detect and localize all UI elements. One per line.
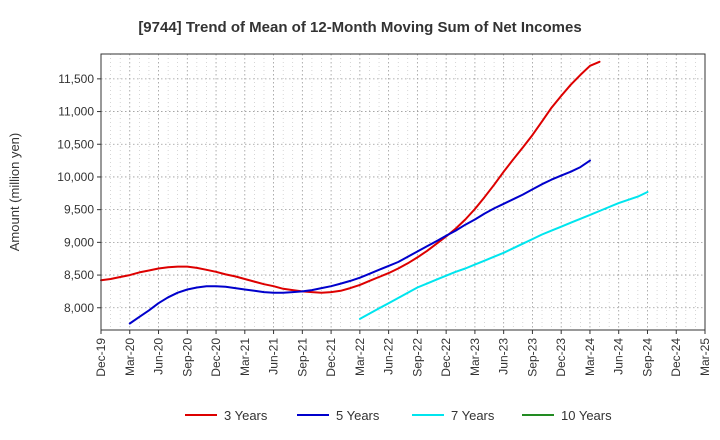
- x-tick-label: Mar-20: [123, 338, 137, 376]
- series-line-3-years: [100, 60, 601, 294]
- x-tick-label: Jun-20: [152, 338, 166, 375]
- series-line-5-years: [128, 159, 591, 325]
- x-tick-label: Jun-21: [267, 338, 281, 375]
- legend-label-5-years: 5 Years: [336, 408, 380, 423]
- x-tick-label: Dec-22: [439, 338, 453, 377]
- x-tick-label: Jun-23: [497, 338, 511, 375]
- legend-label-3-years: 3 Years: [224, 408, 268, 423]
- y-tick-label: 8,000: [64, 301, 94, 315]
- x-tick-label: Mar-25: [698, 338, 712, 376]
- x-tick-label: Sep-21: [295, 338, 309, 377]
- plot-border: [100, 53, 706, 331]
- x-tick-label: Dec-20: [209, 338, 223, 377]
- x-tick-label: Mar-23: [468, 338, 482, 376]
- x-tick-label: Mar-24: [583, 338, 597, 376]
- x-tick-label: Sep-20: [180, 338, 194, 377]
- x-tick-label: Sep-24: [640, 338, 654, 377]
- grid-lines: [100, 54, 706, 330]
- y-tick-label: 10,500: [57, 137, 94, 151]
- x-tick-label: Sep-23: [525, 338, 539, 377]
- x-tick-label: Sep-22: [410, 338, 424, 377]
- legend-label-10-years: 10 Years: [561, 408, 612, 423]
- x-tick-label: Dec-23: [554, 338, 568, 377]
- x-tick-label: Mar-22: [353, 338, 367, 376]
- series-line-7-years: [358, 191, 649, 320]
- series-lines: [100, 60, 649, 325]
- plot-area: [101, 54, 705, 330]
- x-tick-label: Mar-21: [238, 338, 252, 376]
- x-tick-label: Dec-21: [324, 338, 338, 377]
- y-axis-ticks: 8,000 8,500 9,000 9,500 10,000 10,500 11,000 11…: [57, 72, 101, 315]
- y-tick-label: 11,000: [58, 105, 94, 119]
- x-tick-label: Dec-19: [94, 338, 108, 377]
- y-tick-label: 9,000: [64, 235, 94, 249]
- legend: 3 Years 5 Years 7 Years 10 Years: [185, 408, 612, 423]
- x-tick-label: Dec-24: [669, 338, 683, 377]
- y-tick-label: 8,500: [64, 268, 94, 282]
- y-tick-label: 9,500: [64, 203, 94, 217]
- y-tick-label: 11,500: [58, 72, 94, 86]
- x-axis-ticks: Dec-19 Mar-20 Jun-20 Sep-20 Dec-20 Mar-21 Jun-…: [94, 330, 712, 377]
- legend-label-7-years: 7 Years: [451, 408, 495, 423]
- x-tick-label: Jun-24: [612, 338, 626, 375]
- x-tick-label: Jun-22: [382, 338, 396, 375]
- y-tick-label: 10,000: [57, 170, 94, 184]
- chart-title: [9744] Trend of Mean of 12-Month Moving …: [138, 19, 581, 36]
- y-axis-label: Amount (million yen): [7, 133, 22, 252]
